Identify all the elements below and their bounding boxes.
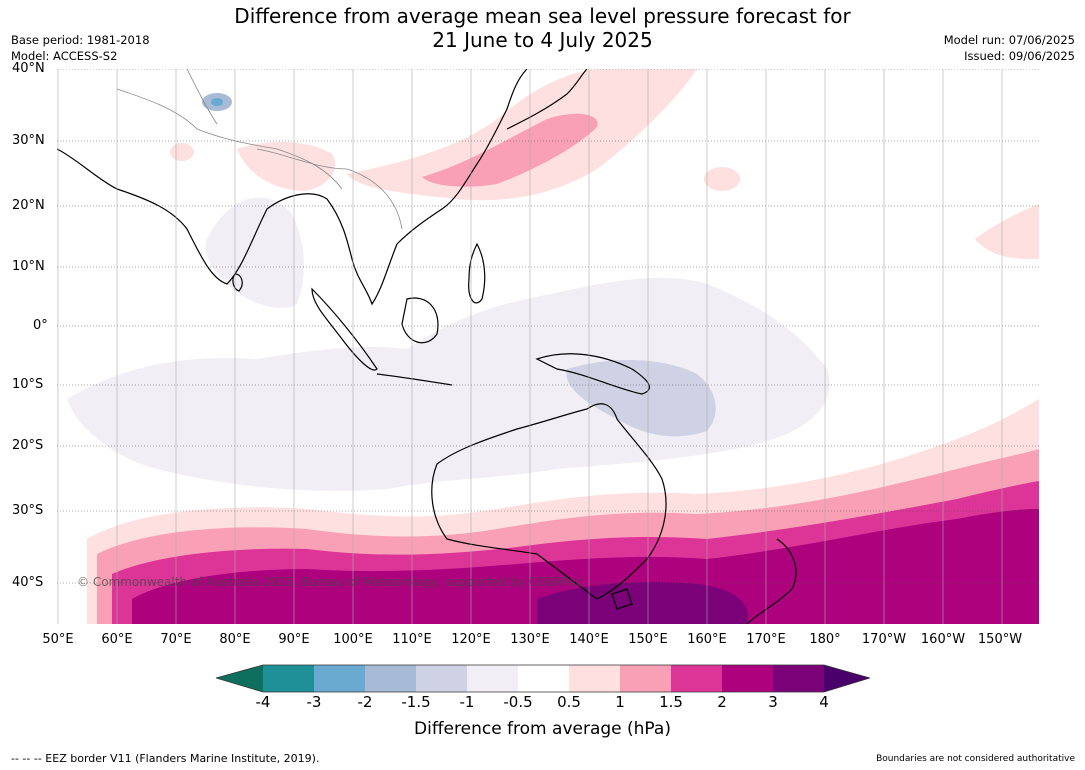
lon-label-160w: 160°W	[920, 632, 966, 647]
colorbar-label: -0.5	[503, 693, 533, 711]
lon-label-180: 180°	[809, 632, 841, 647]
japan-coast	[506, 69, 588, 130]
colorbar-label: 1	[615, 693, 625, 711]
country-borders	[116, 69, 403, 230]
lat-label-40n: 40°N	[12, 61, 45, 76]
lat-label-30s: 30°S	[12, 503, 44, 518]
lon-label-50e: 50°E	[42, 632, 74, 647]
colorbar-extend-low	[216, 665, 263, 692]
colorbar-label: 3	[768, 693, 778, 711]
lon-label-140e: 140°E	[569, 632, 609, 647]
colorbar-bin	[416, 665, 467, 692]
model-info: Base period: 1981-2018 Model: ACCESS-S2	[11, 32, 150, 64]
colorbar-bin	[773, 665, 824, 692]
issued-date: Issued: 09/06/2025	[964, 49, 1075, 63]
colorbar-bin	[314, 665, 365, 692]
australia-coast	[431, 403, 667, 600]
asia-coast	[57, 69, 528, 306]
colorbar-bin	[263, 665, 314, 692]
lon-label-80e: 80°E	[219, 632, 251, 647]
lat-label-10s: 10°S	[12, 377, 44, 392]
north-pacific-high	[975, 204, 1039, 259]
colorbar	[216, 664, 870, 693]
colorbar-title: Difference from average (hPa)	[414, 719, 671, 739]
southern-high-2	[132, 509, 1039, 624]
copyright-notice: © Commonwealth of Australia 2025, Bureau…	[77, 575, 583, 589]
colorbar-label: 4	[819, 693, 829, 711]
lat-label-30n: 30°N	[12, 133, 45, 148]
lon-label-150w: 150°W	[977, 632, 1023, 647]
colorbar-label: 2	[717, 693, 727, 711]
java-coast	[376, 373, 453, 386]
pressure-anomaly-map	[57, 69, 1039, 624]
model-name: Model: ACCESS-S2	[11, 49, 118, 63]
colorbar-label: 1.5	[659, 693, 683, 711]
colorbar-extend-high	[824, 665, 870, 692]
map-title: Difference from average mean sea level p…	[234, 4, 851, 52]
lon-label-160e: 160°E	[687, 632, 727, 647]
colorbar-label: 0.5	[557, 693, 581, 711]
model-run-date: Model run: 07/06/2025	[943, 33, 1075, 47]
lon-label-150e: 150°E	[628, 632, 668, 647]
lon-label-130e: 130°E	[510, 632, 550, 647]
boundaries-disclaimer: Boundaries are not considered authoritat…	[876, 754, 1075, 764]
meridians	[57, 69, 1003, 624]
weak-low-region-west	[205, 197, 304, 308]
anomaly-contours	[67, 69, 1039, 624]
southern-high-3	[537, 582, 748, 624]
colorbar-label: -3	[306, 693, 322, 711]
colorbar-bin	[722, 665, 773, 692]
colorbar-label: -1.5	[401, 693, 431, 711]
colorbar-bin	[620, 665, 671, 692]
lon-label-90e: 90°E	[278, 632, 310, 647]
colorbar-bin	[467, 665, 518, 692]
india-high	[237, 142, 336, 191]
tasmania-coast	[611, 588, 633, 610]
lat-label-10n: 10°N	[12, 259, 45, 274]
colorbar-bin	[518, 665, 569, 692]
moderate-low-region	[566, 359, 716, 437]
lon-label-120e: 120°E	[451, 632, 491, 647]
map-canvas	[57, 69, 1039, 624]
borneo-coast	[401, 297, 439, 344]
colorbar-label: -4	[255, 693, 271, 711]
colorbar-label: -1	[459, 693, 475, 711]
lat-label-20n: 20°N	[12, 198, 45, 213]
lat-label-20s: 20°S	[12, 438, 44, 453]
colorbar-label: -2	[357, 693, 373, 711]
lon-label-70e: 70°E	[160, 632, 192, 647]
lon-label-100e: 100°E	[333, 632, 373, 647]
colorbar-bin	[365, 665, 416, 692]
lon-label-170w: 170°W	[861, 632, 907, 647]
base-period: Base period: 1981-2018	[11, 33, 150, 47]
colorbar-bin	[671, 665, 722, 692]
colorbar-bin	[569, 665, 620, 692]
lat-label-equator: 0°	[33, 318, 48, 333]
lon-label-170e: 170°E	[746, 632, 786, 647]
sumatra-coast	[311, 287, 378, 371]
japan-high-inner	[422, 113, 598, 187]
lon-label-60e: 60°E	[101, 632, 133, 647]
new-zealand-coast	[746, 538, 797, 624]
lat-label-40s: 40°S	[12, 575, 44, 590]
run-info: Model run: 07/06/2025 Issued: 09/06/2025	[944, 32, 1075, 64]
coastlines	[57, 69, 797, 624]
sri-lanka-coast	[232, 273, 243, 292]
eez-note: -- -- -- EEZ border V11 (Flanders Marine…	[11, 752, 320, 765]
lon-label-110e: 110°E	[392, 632, 432, 647]
